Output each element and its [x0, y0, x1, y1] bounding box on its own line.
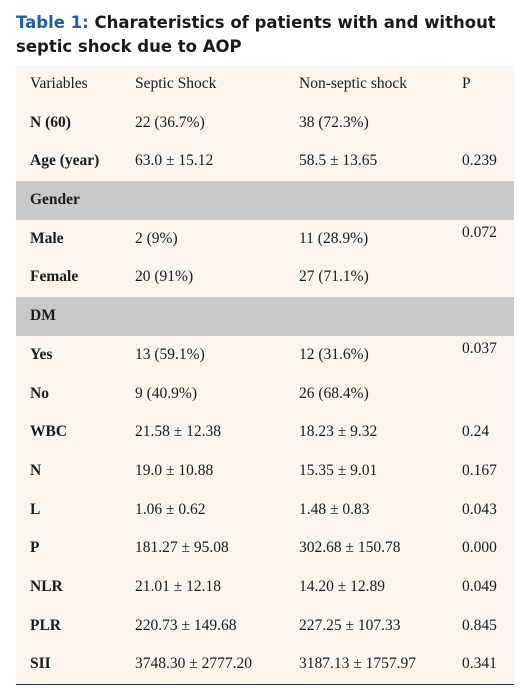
header-cell: P — [462, 75, 471, 92]
data-row: N (60) 22 (36.7%) 38 (72.3%) — [16, 104, 514, 143]
data-row: Female 20 (91%) 27 (71.1%) — [16, 258, 514, 297]
table-cell: 0.049 — [462, 577, 497, 595]
table: Variables Septic Shock Non-septic shock P N … — [16, 65, 514, 685]
data-row: P 181.27 ± 95.08 302.68 ± 150.78 0.000 — [16, 529, 514, 568]
header-row: Variables Septic Shock Non-septic shock P — [16, 65, 514, 104]
table-cell: Yes — [30, 345, 53, 363]
table-cell: 0.000 — [462, 539, 497, 557]
table-cell: P — [30, 539, 40, 557]
table-cell: 3187.13 ± 1757.97 — [299, 655, 417, 673]
table-cell: 0.341 — [462, 655, 497, 673]
table-cell: 38 (72.3%) — [299, 113, 369, 131]
table-cell: 0.239 — [462, 152, 497, 170]
table-cell: Age (year) — [30, 152, 100, 170]
table-body: N (60) 22 (36.7%) 38 (72.3%) Age (year) 63.0… — [16, 104, 514, 684]
group-row: Gender — [16, 181, 514, 220]
table-cell: 18.23 ± 9.32 — [299, 423, 378, 441]
table-cell: 14.20 ± 12.89 — [299, 577, 386, 595]
table-cell: 26 (68.4%) — [299, 384, 369, 402]
data-row: NLR 21.01 ± 12.18 14.20 ± 12.89 0.049 — [16, 568, 514, 607]
table-cell: N — [30, 461, 42, 479]
table-cell: NLR — [30, 577, 63, 595]
table-cell: 0.845 — [462, 616, 497, 634]
table-cell: 302.68 ± 150.78 — [299, 539, 401, 557]
table-cell: L — [30, 500, 41, 518]
table-cell: 0.072 — [462, 223, 497, 241]
table-cell: 13 (59.1%) — [135, 345, 205, 363]
table-cell: 0.043 — [462, 500, 497, 518]
table-cell: 22 (36.7%) — [135, 113, 205, 131]
table-cell: Male — [30, 229, 64, 247]
table-cell: DM — [30, 307, 56, 325]
table-cell: 19.0 ± 10.88 — [135, 461, 214, 479]
data-row: WBC 21.58 ± 12.38 18.23 ± 9.32 0.24 — [16, 413, 514, 452]
data-row: No 9 (40.9%) 26 (68.4%) — [16, 375, 514, 414]
table-cell: 220.73 ± 149.68 — [135, 616, 237, 634]
table-cell: 2 (9%) — [135, 229, 178, 247]
caption-text: Charateristics of patients with and with… — [16, 13, 496, 56]
header-cell: Septic Shock — [135, 75, 217, 92]
table-cell: N (60) — [30, 113, 71, 131]
table-cell: Female — [30, 268, 79, 286]
group-row: DM — [16, 297, 514, 336]
header-cell: Variables — [30, 75, 88, 92]
table-cell: 12 (31.6%) — [299, 345, 369, 363]
table-cell: 9 (40.9%) — [135, 384, 197, 402]
table-caption: Table 1: Charateristics of patients with… — [16, 11, 516, 59]
data-row: SII 3748.30 ± 2777.20 3187.13 ± 1757.97 0.3… — [16, 645, 514, 684]
table-cell: 181.27 ± 95.08 — [135, 539, 229, 557]
table-cell: 15.35 ± 9.01 — [299, 461, 378, 479]
data-row: L 1.06 ± 0.62 1.48 ± 0.83 0.043 — [16, 491, 514, 530]
table-cell: 58.5 ± 13.65 — [299, 152, 378, 170]
data-row: Yes 13 (59.1%) 12 (31.6%) 0.037 — [16, 336, 514, 375]
header-cell: Non-septic shock — [299, 75, 408, 92]
table-cell: 20 (91%) — [135, 268, 194, 286]
data-row: N 19.0 ± 10.88 15.35 ± 9.01 0.167 — [16, 452, 514, 491]
table-cell: 0.24 — [462, 423, 490, 441]
table-cell: 0.167 — [462, 461, 497, 479]
table-cell: 21.58 ± 12.38 — [135, 423, 222, 441]
caption-label: Table 1: — [16, 13, 89, 32]
table-cell: 27 (71.1%) — [299, 268, 369, 286]
table-cell: 1.06 ± 0.62 — [135, 500, 206, 518]
table-cell: 21.01 ± 12.18 — [135, 577, 222, 595]
data-row: PLR 220.73 ± 149.68 227.25 ± 107.33 0.845 — [16, 607, 514, 646]
table-cell: 227.25 ± 107.33 — [299, 616, 401, 634]
table-cell: 11 (28.9%) — [299, 229, 369, 247]
table-cell: 3748.30 ± 2777.20 — [135, 655, 253, 673]
table-cell: PLR — [30, 616, 61, 634]
table-cell: 0.037 — [462, 339, 497, 357]
table-cell: Gender — [30, 191, 80, 209]
table-cell: No — [30, 384, 49, 402]
table-cell: SII — [30, 655, 51, 673]
data-row: Age (year) 63.0 ± 15.12 58.5 ± 13.65 0.239 — [16, 142, 514, 181]
table-cell: WBC — [30, 423, 68, 441]
table-cell: 1.48 ± 0.83 — [299, 500, 370, 518]
table-cell: 63.0 ± 15.12 — [135, 152, 214, 170]
data-row: Male 2 (9%) 11 (28.9%) 0.072 — [16, 220, 514, 259]
